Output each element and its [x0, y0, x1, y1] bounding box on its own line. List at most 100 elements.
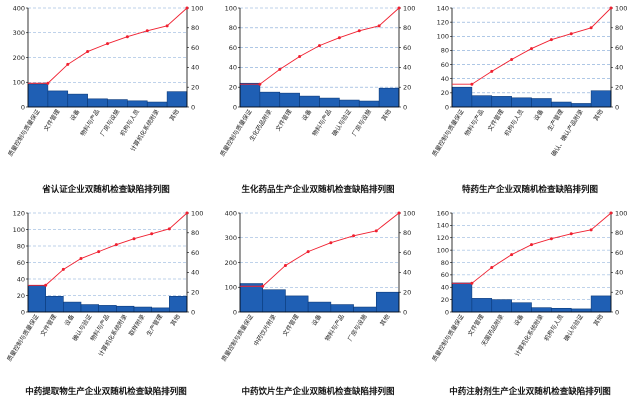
y2-tick-label: 0 — [403, 103, 407, 111]
bar — [239, 82, 261, 108]
bar — [551, 101, 572, 108]
y2-tick-label: 0 — [191, 308, 195, 316]
cumulative-point — [185, 6, 189, 10]
cumulative-point — [569, 32, 573, 36]
bar — [378, 87, 400, 108]
y2-tick-label: 100 — [403, 209, 415, 217]
category-label: 物料与产品 — [310, 108, 333, 138]
y-tick-label: 300 — [13, 29, 25, 37]
chart-3-title: 特药生产企业双随机检查缺陷排列图 — [461, 185, 598, 195]
cumulative-point — [150, 232, 154, 236]
cumulative-point — [258, 82, 262, 86]
cumulative-point — [470, 281, 474, 285]
y2-tick-label: 100 — [191, 209, 203, 217]
category-label: 质量控制与质量保证 — [430, 108, 465, 158]
chart-panel-3: 0 20 40 60 80 100 120 140 0 20 40 60 80 100 质量控制与质量保证物… — [424, 0, 636, 200]
chart-6-title: 中药注射剂生产企业双随机检查缺陷排列图 — [449, 387, 611, 397]
category-label: 设备 — [300, 108, 313, 122]
cumulative-point — [261, 284, 265, 288]
bar — [87, 98, 108, 108]
y2-tick-label: 60 — [403, 44, 411, 52]
y-tick-label: 0 — [21, 308, 25, 316]
bar — [375, 291, 400, 313]
y-tick-label: 40 — [229, 64, 237, 72]
category-label: 中药饮片附录 — [252, 313, 278, 348]
y2-tick-label: 60 — [191, 249, 199, 257]
bar — [116, 305, 135, 313]
y-tick-label: 80 — [17, 242, 25, 250]
cumulative-point — [145, 29, 149, 33]
category-label: 其他 — [169, 313, 182, 327]
cumulative-point — [549, 38, 553, 42]
category-label: 质量控制与质量保证 — [6, 108, 41, 158]
chart-panel-4: 0 20 40 60 80 100 120 0 20 40 60 80 100 质量控制与质量保证 文件管理… — [0, 205, 212, 405]
cumulative-point — [114, 243, 118, 247]
bar — [358, 100, 380, 108]
cumulative-line — [240, 212, 400, 287]
bar — [67, 93, 88, 108]
y-tick-label: 200 — [13, 54, 25, 62]
bar — [27, 83, 49, 108]
cumulative-point — [589, 26, 593, 30]
bar — [570, 308, 592, 313]
bar — [353, 306, 377, 313]
chart-panel-5: 0 100 200 300 400 0 20 40 60 80 100 质量控制与质量保证 中药饮片附录… — [212, 205, 424, 405]
cumulative-point — [46, 81, 50, 85]
y-tick-label: 100 — [437, 33, 449, 41]
y2-tick-label: 0 — [403, 308, 407, 316]
y-tick-label: 40 — [441, 75, 449, 83]
y-tick-label: 100 — [225, 4, 237, 12]
cumulative-point — [609, 211, 613, 215]
y-tick-label: 120 — [13, 209, 25, 217]
y2-tick-label: 100 — [191, 4, 203, 12]
cumulative-point — [530, 47, 533, 51]
bar — [511, 97, 532, 108]
bar — [590, 295, 612, 313]
category-label: 质量控制与质量保证 — [220, 313, 255, 363]
bar — [491, 96, 512, 108]
category-label: 其他 — [378, 313, 391, 327]
cumulative-point — [490, 265, 494, 269]
cumulative-point — [278, 67, 282, 71]
bar — [47, 90, 69, 108]
y-tick-label: 400 — [13, 4, 25, 12]
y2-tick-label: 20 — [403, 289, 411, 297]
y2-tick-label: 40 — [191, 269, 199, 277]
y2-tick-label: 40 — [403, 269, 411, 277]
bar — [590, 90, 612, 108]
cumulative-point — [377, 24, 381, 28]
cumulative-point — [106, 42, 109, 46]
cumulative-point — [61, 267, 65, 271]
cumulative-point — [397, 6, 401, 10]
y2-tick-label: 0 — [615, 308, 619, 316]
y2-tick-label: 20 — [615, 289, 623, 297]
bar — [239, 283, 264, 313]
chart-6-svg: 0 20 40 60 80 100 120 140 160 0 20 40 60 80 100 质量控制与质量… — [430, 209, 627, 363]
y2-tick-label: 40 — [615, 269, 623, 277]
bar — [531, 98, 552, 108]
y2-tick-label: 0 — [191, 103, 195, 111]
category-label: 质量控制与质量保证 — [5, 313, 40, 363]
y2-tick-label: 40 — [615, 64, 623, 72]
bar — [285, 295, 309, 313]
chart-2-title: 生化药品生产企业双随机检查缺陷排列图 — [241, 185, 395, 195]
bar — [98, 305, 117, 313]
y-tick-label: 20 — [441, 89, 449, 97]
y-tick-label: 400 — [225, 209, 237, 217]
category-label: 设备 — [532, 108, 545, 122]
y-tick-label: 40 — [17, 275, 25, 283]
y-tick-label: 100 — [437, 246, 449, 254]
y2-tick-label: 80 — [191, 24, 199, 32]
y2-tick-label: 60 — [615, 44, 623, 52]
bar — [551, 307, 572, 313]
category-label: 文件管理 — [486, 108, 506, 133]
category-label: 机构与人员 — [503, 108, 526, 138]
bar — [151, 307, 170, 313]
y-tick-label: 20 — [17, 292, 25, 300]
y-tick-label: 20 — [441, 296, 449, 304]
y-tick-label: 140 — [437, 222, 449, 230]
y2-tick-label: 60 — [615, 249, 623, 257]
category-label: 确认与验证 — [562, 313, 585, 343]
cumulative-point — [185, 211, 189, 215]
cumulative-point — [79, 257, 83, 261]
